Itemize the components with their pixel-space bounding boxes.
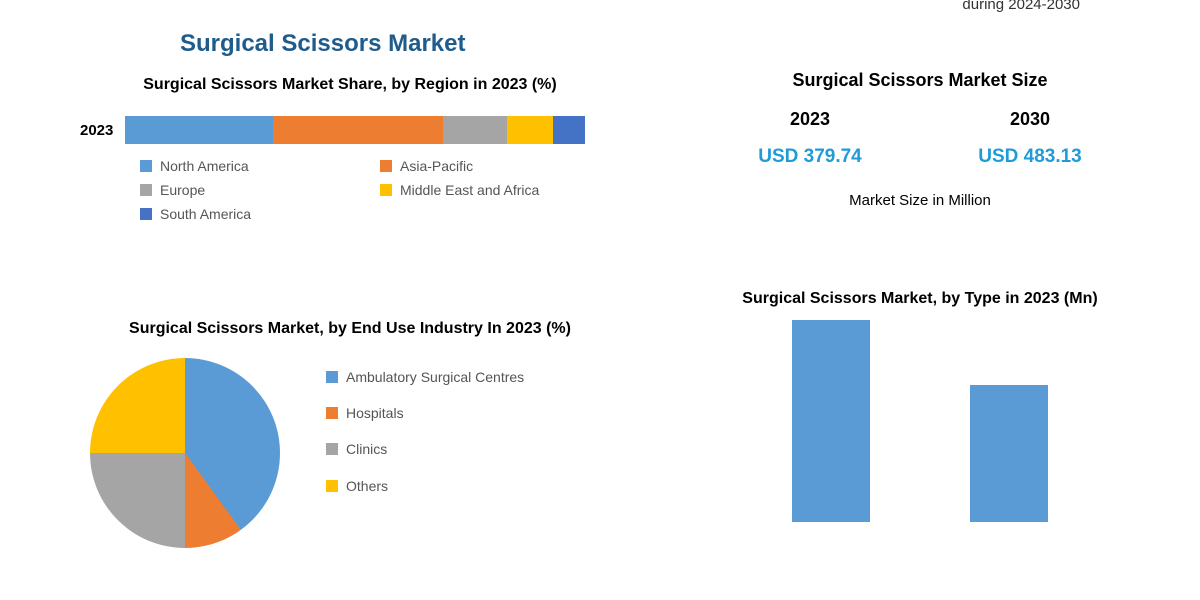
size-value: USD 483.13 — [978, 146, 1082, 168]
legend-item: Asia-Pacific — [380, 158, 580, 174]
legend-label: South America — [160, 206, 251, 222]
type-chart: Surgical Scissors Market, by Type in 202… — [700, 290, 1140, 522]
legend-item: Middle East and Africa — [380, 182, 580, 198]
region-segment — [443, 116, 507, 144]
region-segment — [273, 116, 443, 144]
enduse-chart-title: Surgical Scissors Market, by End Use Ind… — [80, 320, 620, 338]
size-column: 2030 USD 483.13 — [978, 109, 1082, 168]
legend-item: Ambulatory Surgical Centres — [326, 368, 524, 386]
size-note: Market Size in Million — [700, 192, 1140, 209]
size-value: USD 379.74 — [758, 146, 862, 168]
legend-label: North America — [160, 158, 249, 174]
pie-legend: Ambulatory Surgical Centres Hospitals Clin… — [326, 368, 524, 513]
region-segment — [125, 116, 272, 144]
legend-swatch — [326, 443, 338, 455]
legend-label: Ambulatory Surgical Centres — [346, 368, 524, 386]
stacked-bar-container: 2023 — [80, 116, 620, 144]
legend-item: Europe — [140, 182, 340, 198]
legend-item: North America — [140, 158, 340, 174]
type-bar — [792, 320, 870, 522]
pie-chart — [90, 358, 280, 548]
size-year: 2030 — [978, 109, 1082, 130]
legend-label: Europe — [160, 182, 205, 198]
legend-swatch — [326, 371, 338, 383]
enduse-chart: Surgical Scissors Market, by End Use Ind… — [80, 320, 620, 548]
legend-swatch — [326, 407, 338, 419]
region-chart-title: Surgical Scissors Market Share, by Regio… — [80, 76, 620, 94]
region-share-chart: Surgical Scissors Market Share, by Regio… — [80, 76, 620, 222]
size-columns: 2023 USD 379.74 2030 USD 483.13 — [700, 109, 1140, 168]
main-title: Surgical Scissors Market — [180, 30, 465, 58]
legend-label: Asia-Pacific — [400, 158, 473, 174]
forecast-period-note: during 2024-2030 — [962, 0, 1080, 13]
size-year: 2023 — [758, 109, 862, 130]
legend-item: South America — [140, 206, 340, 222]
legend-label: Middle East and Africa — [400, 182, 539, 198]
legend-swatch — [140, 208, 152, 220]
size-column: 2023 USD 379.74 — [758, 109, 862, 168]
size-panel-title: Surgical Scissors Market Size — [700, 70, 1140, 91]
region-segment — [507, 116, 553, 144]
legend-swatch — [326, 480, 338, 492]
region-legend: North America Asia-Pacific Europe Middle Ea… — [140, 158, 620, 222]
legend-item: Hospitals — [326, 404, 524, 422]
legend-label: Others — [346, 477, 388, 495]
market-size-panel: Surgical Scissors Market Size 2023 USD 37… — [700, 70, 1140, 209]
bar-year-label: 2023 — [80, 122, 113, 139]
legend-item: Others — [326, 477, 524, 495]
legend-label: Clinics — [346, 440, 387, 458]
legend-swatch — [140, 160, 152, 172]
region-segment — [553, 116, 585, 144]
pie-container: Ambulatory Surgical Centres Hospitals Clin… — [80, 358, 620, 548]
legend-swatch — [380, 184, 392, 196]
stacked-bar — [125, 116, 585, 144]
legend-item: Clinics — [326, 440, 524, 458]
type-bars-container — [700, 312, 1140, 522]
type-bar — [970, 385, 1048, 522]
type-chart-title: Surgical Scissors Market, by Type in 202… — [700, 290, 1140, 308]
legend-swatch — [140, 184, 152, 196]
legend-swatch — [380, 160, 392, 172]
legend-label: Hospitals — [346, 404, 404, 422]
